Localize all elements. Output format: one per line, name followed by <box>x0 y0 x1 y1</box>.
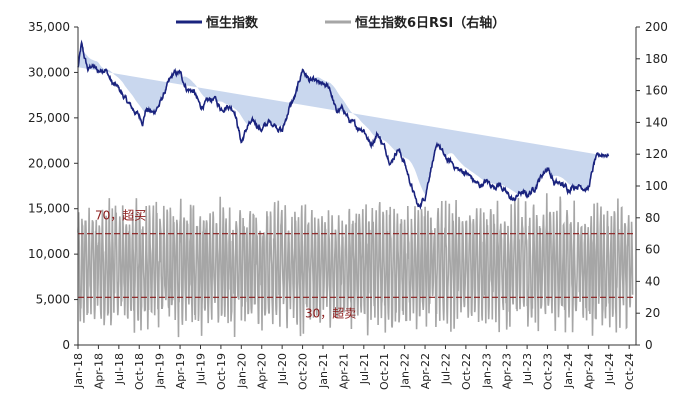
index-band <box>78 42 609 196</box>
right-tick-label: 80 <box>645 211 660 225</box>
x-tick-label: Jan-19 <box>154 353 167 389</box>
x-tick-label: Oct-21 <box>378 353 391 390</box>
index-line <box>77 39 610 210</box>
x-tick-label: Jan-22 <box>399 353 412 389</box>
right-tick-label: 0 <box>645 338 653 352</box>
reference-lines: 70，超买 30，超卖 <box>78 208 636 320</box>
axes: 0 5,000 10,000 15,000 20,000 25,000 30,000 35,0… <box>28 20 668 390</box>
right-tick-label: 60 <box>645 243 660 257</box>
left-tick-label: 35,000 <box>28 20 70 34</box>
x-tick-label: Apr-21 <box>337 353 350 389</box>
right-tick-label: 200 <box>645 20 668 34</box>
left-tick-label: 20,000 <box>28 156 70 170</box>
rsi-line <box>77 193 634 338</box>
index-layer <box>77 39 610 210</box>
x-tick-label: Jan-23 <box>480 353 493 389</box>
left-tick-label: 5,000 <box>36 293 70 307</box>
x-tick-label: Apr-22 <box>419 353 432 389</box>
reference-label-30: 30，超卖 <box>305 305 356 320</box>
right-tick-label: 100 <box>645 179 668 193</box>
x-tick-label: Apr-23 <box>501 353 514 389</box>
reference-label-70: 70，超买 <box>95 208 146 223</box>
legend: 恒生指数 恒生指数6日RSI（右轴） <box>176 15 505 31</box>
x-tick-label: Jul-19 <box>194 353 207 385</box>
left-tick-label: 15,000 <box>28 202 70 216</box>
right-tick-label: 180 <box>645 52 668 66</box>
x-tick-label: Jan-20 <box>235 353 248 389</box>
right-tick-label: 40 <box>645 274 660 288</box>
right-tick-label: 20 <box>645 306 660 320</box>
left-tick-label: 10,000 <box>28 247 70 261</box>
right-tick-label: 160 <box>645 84 668 98</box>
x-tick-label: Jul-23 <box>521 353 534 385</box>
index-band-layer <box>78 42 609 196</box>
x-tick-label: Jul-22 <box>439 353 452 385</box>
x-tick-label: Oct-24 <box>623 353 636 390</box>
rsi-layer <box>77 193 634 338</box>
x-tick-label: Oct-23 <box>542 353 555 390</box>
x-tick-label: Jan-18 <box>72 353 85 389</box>
x-tick-label: Jul-24 <box>603 353 616 385</box>
x-tick-label: Oct-19 <box>215 353 228 390</box>
x-tick-label: Apr-24 <box>582 353 595 389</box>
x-tick-label: Jul-18 <box>113 353 126 385</box>
legend-label-rsi: 恒生指数6日RSI（右轴） <box>355 15 505 31</box>
x-tick-label: Jul-21 <box>358 353 371 385</box>
x-tick-label: Jan-24 <box>562 353 575 389</box>
right-tick-label: 140 <box>645 115 668 129</box>
x-tick-label: Apr-20 <box>256 353 269 389</box>
x-tick-label: Oct-18 <box>133 353 146 390</box>
right-tick-label: 120 <box>645 147 668 161</box>
x-tick-label: Jul-20 <box>276 353 289 385</box>
x-tick-label: Oct-22 <box>460 353 473 390</box>
x-tick-label: Apr-18 <box>92 353 105 389</box>
left-tick-label: 30,000 <box>28 65 70 79</box>
x-tick-label: Jan-21 <box>317 353 330 389</box>
legend-label-index: 恒生指数 <box>206 15 259 31</box>
left-tick-label: 0 <box>62 338 70 352</box>
left-tick-label: 25,000 <box>28 111 70 125</box>
x-tick-label: Apr-19 <box>174 353 187 389</box>
x-tick-label: Oct-20 <box>297 353 310 390</box>
